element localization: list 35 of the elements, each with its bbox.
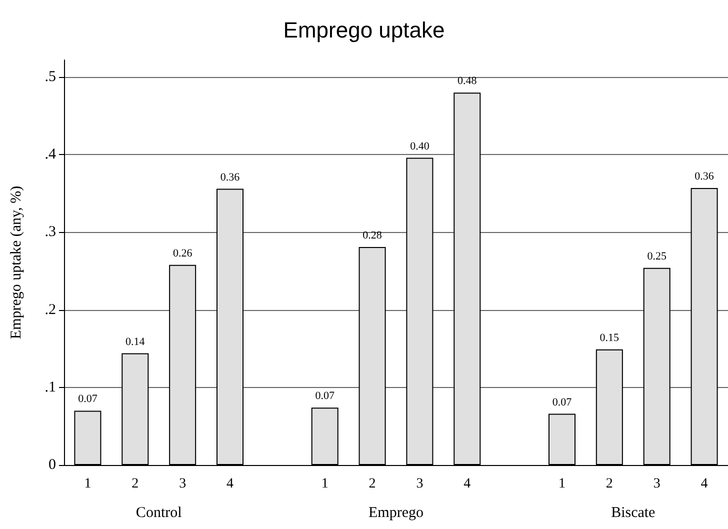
data-label: 0.40	[410, 140, 430, 152]
x-tick-label: 1	[321, 476, 328, 492]
y-tick-label: .4	[44, 146, 56, 163]
y-axis-title: Emprego uptake (any, %)	[8, 186, 24, 340]
y-tick-label: 0	[48, 457, 56, 473]
x-tick-label: 2	[132, 476, 139, 492]
y-tick-label: .1	[44, 379, 56, 396]
data-label: 0.26	[172, 247, 193, 260]
data-label: 0.25	[647, 250, 667, 262]
x-tick-label: 4	[700, 476, 708, 492]
text: Control	[136, 505, 182, 521]
x-tick-label: 2	[368, 476, 376, 492]
x-tick-label: 3	[416, 476, 424, 492]
text: Emprego	[368, 505, 424, 521]
data-label: 0.36	[220, 171, 240, 184]
data-label: 0.07	[78, 393, 98, 406]
data-label: 0.14	[126, 336, 146, 348]
data-label: 0.28	[362, 229, 382, 242]
chart-title: Emprego uptake	[283, 18, 445, 42]
data-label: 0.15	[600, 332, 620, 344]
data-label: 0.48	[458, 75, 478, 88]
x-tick-label: 3	[179, 476, 186, 492]
y-tick-label: .3	[44, 224, 56, 240]
x-tick-label: 2	[606, 476, 613, 492]
y-tick-label: .5	[44, 69, 56, 86]
x-tick-label: 1	[84, 476, 92, 492]
data-label: 0.07	[552, 396, 572, 408]
data-label: 0.36	[694, 170, 714, 183]
x-tick-label: 3	[653, 476, 660, 492]
y-tick-label: .2	[44, 302, 56, 318]
text: Biscate	[611, 505, 656, 521]
data-label: 0.07	[315, 390, 335, 402]
x-tick-label: 1	[558, 476, 566, 492]
x-tick-label: 4	[226, 476, 234, 492]
x-tick-label: 4	[464, 476, 471, 492]
